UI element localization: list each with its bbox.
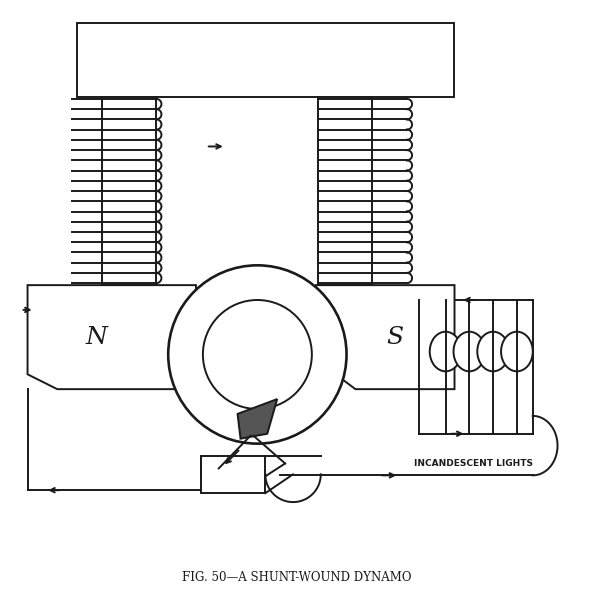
Bar — [77, 23, 454, 97]
Text: INCANDESCENT LIGHTS: INCANDESCENT LIGHTS — [414, 459, 533, 468]
Circle shape — [203, 300, 312, 409]
Text: N: N — [86, 326, 108, 349]
Polygon shape — [27, 285, 196, 389]
Polygon shape — [238, 399, 277, 439]
Bar — [102, 97, 157, 285]
Polygon shape — [316, 285, 454, 389]
Text: S: S — [387, 326, 404, 349]
Ellipse shape — [501, 332, 533, 371]
Text: FIG. 50—A SHUNT-WOUND DYNAMO: FIG. 50—A SHUNT-WOUND DYNAMO — [182, 571, 412, 584]
Circle shape — [168, 265, 346, 443]
Bar — [201, 455, 265, 493]
Bar — [318, 97, 372, 285]
Ellipse shape — [477, 332, 509, 371]
Ellipse shape — [430, 332, 461, 371]
Ellipse shape — [454, 332, 485, 371]
